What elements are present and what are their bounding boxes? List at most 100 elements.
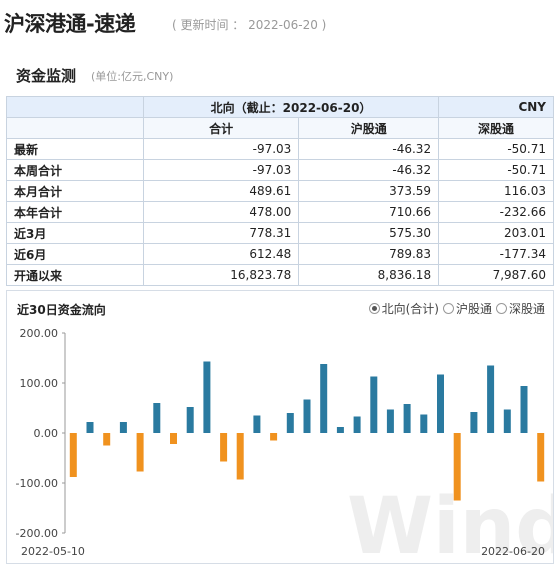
y-tick-label: 0.00: [34, 427, 59, 440]
radio-dot-icon[interactable]: [495, 303, 507, 314]
bar: [453, 433, 461, 501]
table-row: 本周合计 -97.03 -46.32 -50.71: [6, 159, 554, 181]
flow-table: 北向（截止：2022-06-20） CNY 合计 沪股通 深股通 最新 -97.…: [6, 96, 554, 286]
bar: [487, 365, 495, 433]
header-blank: [6, 117, 144, 139]
x-end-label: 2022-06-20: [481, 545, 545, 558]
row-label: 开通以来: [6, 264, 144, 286]
bar: [69, 433, 77, 477]
cell-sz: -177.34: [438, 243, 554, 265]
cell-sh: 373.59: [298, 180, 440, 202]
bar: [336, 427, 344, 433]
table-row: 近6月 612.48 789.83 -177.34: [6, 243, 554, 265]
row-label: 最新: [6, 138, 144, 160]
bar: [236, 433, 244, 480]
cell-sh: 789.83: [298, 243, 440, 265]
bar: [286, 413, 294, 433]
series-selector: 北向(合计) 沪股通 深股通: [368, 300, 545, 317]
col-header-sz: 深股通: [438, 117, 554, 139]
radio-sz[interactable]: 深股通: [495, 300, 545, 317]
watermark: Wind: [347, 482, 553, 563]
table-header-row: 北向（截止：2022-06-20） CNY: [6, 96, 554, 118]
bar: [153, 403, 161, 433]
cell-total: 778.31: [142, 222, 300, 244]
unit-label: (单位:亿元,CNY): [91, 70, 174, 83]
cell-sz: 7,987.60: [438, 264, 554, 286]
table-row: 开通以来 16,823.78 8,836.18 7,987.60: [6, 264, 554, 286]
cell-sh: 8,836.18: [298, 264, 440, 286]
chart-panel: 近30日资金流向 北向(合计) 沪股通 深股通 Wind 200.00 100.00…: [6, 290, 554, 564]
page-header: 沪深港通-速递 ( 更新时间 ： 2022-06-20 ): [0, 0, 557, 46]
page-title: 沪深港通-速递: [4, 12, 136, 36]
table-row: 近3月 778.31 575.30 203.01: [6, 222, 554, 244]
cell-total: 489.61: [142, 180, 300, 202]
bar: [353, 416, 361, 433]
col-header-sh: 沪股通: [298, 117, 440, 139]
radio-label: 深股通: [508, 302, 545, 316]
y-tick-label: 200.00: [20, 327, 59, 340]
cell-sz: -232.66: [438, 201, 554, 223]
cell-sh: -46.32: [298, 138, 440, 160]
bar: [86, 422, 94, 433]
bar: [270, 433, 278, 441]
cell-total: 478.00: [142, 201, 300, 223]
x-start-label: 2022-05-10: [21, 545, 85, 558]
row-label: 近3月: [6, 222, 144, 244]
table-row: 最新 -97.03 -46.32 -50.71: [6, 138, 554, 160]
bar: [420, 414, 428, 433]
cell-sh: 575.30: [298, 222, 440, 244]
bar: [136, 433, 144, 472]
cell-total: -97.03: [142, 138, 300, 160]
y-tick-label: -200.00: [16, 527, 58, 540]
cell-sz: -50.71: [438, 138, 554, 160]
bar: [303, 399, 311, 433]
radio-label: 沪股通: [455, 302, 492, 316]
bar: [503, 409, 511, 433]
cell-sz: 203.01: [438, 222, 554, 244]
currency-label: CNY: [438, 96, 554, 118]
bar: [403, 404, 411, 433]
cell-total: 16,823.78: [142, 264, 300, 286]
bar: [253, 415, 261, 433]
flow-chart: Wind 200.00 100.00 0.00 -100.00 -200.00 2022-0…: [16, 327, 553, 563]
row-label: 本周合计: [6, 159, 144, 181]
bar: [320, 364, 328, 433]
radio-dot-icon[interactable]: [442, 303, 454, 314]
bar: [386, 409, 394, 433]
section-title: 资金监测: [16, 67, 77, 85]
col-header-total: 合计: [142, 117, 300, 139]
row-label: 近6月: [6, 243, 144, 265]
bar: [170, 433, 177, 444]
update-time: ( 更新时间 ： 2022-06-20 ): [172, 18, 327, 32]
cell-sh: 710.66: [298, 201, 440, 223]
radio-dot-selected-icon[interactable]: [368, 303, 380, 314]
column-header-row: 合计 沪股通 深股通: [6, 117, 554, 139]
bar: [520, 386, 528, 433]
cell-total: 612.48: [142, 243, 300, 265]
row-label: 本月合计: [6, 180, 144, 202]
bar: [470, 412, 478, 433]
north-label: 北向（截止：2022-06-20）: [142, 96, 440, 118]
cell-sz: 116.03: [438, 180, 554, 202]
row-label: 本年合计: [6, 201, 144, 223]
table-row: 本年合计 478.00 710.66 -232.66: [6, 201, 554, 223]
radio-north-total[interactable]: 北向(合计): [368, 300, 439, 317]
cell-total: -97.03: [142, 159, 300, 181]
bar: [537, 433, 545, 482]
radio-label: 北向(合计): [381, 302, 439, 316]
table-row: 本月合计 489.61 373.59 116.03: [6, 180, 554, 202]
y-tick-label: -100.00: [16, 477, 58, 490]
bar: [437, 374, 444, 433]
bar: [119, 422, 127, 433]
bar: [186, 407, 194, 433]
bar: [220, 433, 228, 462]
cell-sh: -46.32: [298, 159, 440, 181]
header-blank: [6, 96, 144, 118]
bar: [203, 361, 211, 433]
bar: [370, 376, 378, 433]
radio-sh[interactable]: 沪股通: [442, 300, 492, 317]
bar: [103, 433, 111, 446]
chart-title: 近30日资金流向: [17, 303, 106, 317]
cell-sz: -50.71: [438, 159, 554, 181]
y-tick-label: 100.00: [20, 377, 59, 390]
